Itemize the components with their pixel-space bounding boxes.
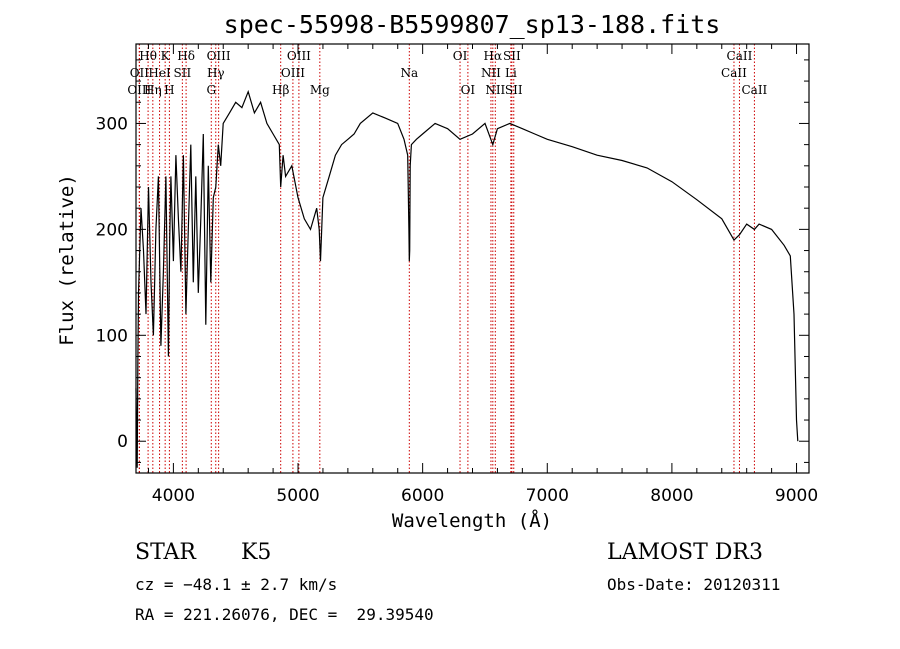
y-axis-label: Flux (relative) (56, 174, 78, 346)
x-axis-label: Wavelength (Å) (392, 509, 552, 532)
line-marker-label: NII (485, 83, 505, 97)
line-marker-label: OI (453, 49, 468, 63)
axis-ticks: 4000 5000 6000 7000 8000 9000 0 100 200 300 (96, 44, 818, 506)
line-marker-label: CaII (727, 49, 753, 63)
line-marker-label: OII (130, 66, 150, 80)
line-marker-label: H (164, 83, 174, 97)
line-marker-label: CaII (721, 66, 747, 80)
y-tick-label: 100 (96, 326, 128, 346)
subclass: K5 (241, 540, 272, 565)
line-marker-label: NII (481, 66, 501, 80)
line-marker-label: G (206, 83, 216, 97)
line-marker-label: SII (174, 66, 192, 80)
y-tick-label: 300 (96, 114, 128, 134)
line-marker-label: Hη (144, 83, 162, 97)
x-tick-label: 5000 (276, 486, 319, 506)
line-marker-label: OI (461, 83, 476, 97)
x-tick-label: 4000 (152, 486, 195, 506)
spectrum-series-line (135, 89, 799, 468)
y-tick-label: 200 (96, 220, 128, 240)
line-marker-label: SII (505, 83, 523, 97)
line-marker-label: Li (505, 66, 517, 80)
line-marker-label: Hγ (207, 66, 225, 80)
redshift-velocity: cz = −48.1 ± 2.7 km/s (135, 575, 338, 594)
line-marker-label: Hδ (177, 49, 195, 63)
survey-name: LAMOST DR3 (607, 540, 763, 565)
coordinates: RA = 221.26076, DEC = 29.39540 (135, 605, 434, 624)
line-markers (138, 44, 755, 473)
line-marker-label: OIII (207, 49, 231, 63)
plot-frame (135, 43, 810, 474)
line-marker-label: Hβ (272, 83, 289, 97)
line-marker-label: Hθ (139, 49, 157, 63)
line-marker-label: Mg (310, 83, 330, 97)
line-marker-label: Hα (484, 49, 503, 63)
line-marker-label: CaII (741, 83, 767, 97)
line-marker-label: Na (400, 66, 418, 80)
line-marker-label: OIII (127, 83, 151, 97)
x-tick-label: 9000 (775, 486, 818, 506)
line-marker-label: SII (503, 49, 521, 63)
line-marker-label: OIII (281, 66, 305, 80)
observation-date: Obs-Date: 20120311 (607, 575, 781, 594)
object-type: STAR (135, 540, 196, 565)
line-marker-label: K (161, 49, 171, 63)
line-marker-label: HeI (148, 66, 171, 80)
x-tick-label: 8000 (650, 486, 693, 506)
x-tick-label: 6000 (401, 486, 444, 506)
y-tick-label: 0 (117, 432, 128, 452)
chart-title: spec-55998-B5599807_sp13-188.fits (224, 10, 721, 39)
x-tick-label: 7000 (526, 486, 569, 506)
line-marker-label: OIII (287, 49, 311, 63)
